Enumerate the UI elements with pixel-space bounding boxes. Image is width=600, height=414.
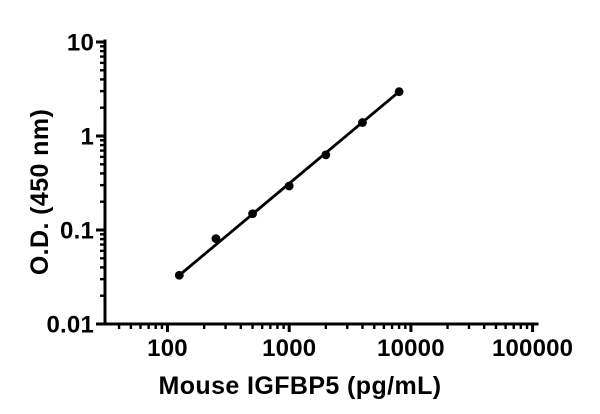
standard-curve-data-points [174, 87, 404, 280]
y-tick-label: 1 [80, 124, 94, 151]
x-tick-label: 100000 [492, 335, 573, 362]
x-tick-label: 1000 [262, 335, 316, 362]
data-point [248, 209, 257, 219]
y-axis-tick-labels: 10 1 0.1 0.01 [46, 30, 94, 339]
x-axis-tick-labels: 100 1000 10000 100000 [147, 335, 573, 362]
y-tick-label: 0.1 [60, 218, 94, 245]
data-point [394, 87, 404, 97]
data-point [321, 150, 331, 160]
data-point [284, 181, 294, 191]
x-tick-label: 100 [147, 335, 188, 362]
data-point [358, 118, 367, 127]
data-point [211, 234, 221, 244]
data-point [174, 270, 184, 280]
y-tick-label: 10 [67, 30, 94, 57]
x-axis-title: Mouse IGFBP5 (pg/mL) [159, 372, 442, 400]
x-tick-label: 10000 [377, 335, 445, 362]
y-tick-label: 0.01 [46, 312, 94, 339]
x-axis-minor-ticks [117, 324, 529, 329]
y-axis-title: O.D. (450 nm) [26, 109, 54, 275]
